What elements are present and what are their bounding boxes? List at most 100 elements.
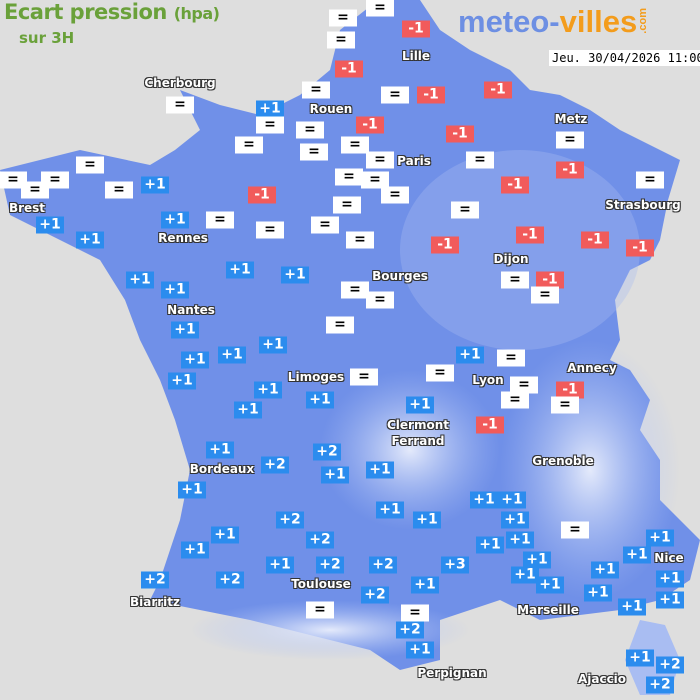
pressure-marker[interactable]: +2 (369, 556, 397, 574)
pressure-marker[interactable]: -1 (556, 381, 584, 399)
pressure-marker[interactable]: -1 (402, 20, 430, 38)
pressure-marker[interactable]: +1 (501, 511, 529, 529)
pressure-marker[interactable]: +1 (226, 261, 254, 279)
pressure-marker[interactable]: = (531, 286, 559, 304)
pressure-marker[interactable]: +1 (470, 491, 498, 509)
pressure-marker[interactable]: +1 (171, 321, 199, 339)
pressure-marker[interactable]: +2 (656, 656, 684, 674)
pressure-marker[interactable]: = (556, 131, 584, 149)
pressure-marker[interactable]: +1 (366, 461, 394, 479)
pressure-marker[interactable]: +1 (168, 372, 196, 390)
pressure-marker[interactable]: +1 (618, 598, 646, 616)
pressure-marker[interactable]: = (327, 31, 355, 49)
pressure-marker[interactable]: -1 (516, 226, 544, 244)
pressure-marker[interactable]: = (300, 143, 328, 161)
pressure-marker[interactable]: +1 (591, 561, 619, 579)
pressure-marker[interactable]: = (466, 151, 494, 169)
pressure-marker[interactable]: +1 (254, 381, 282, 399)
pressure-marker[interactable]: = (296, 121, 324, 139)
pressure-marker[interactable]: +2 (396, 621, 424, 639)
pressure-marker[interactable]: -1 (356, 116, 384, 134)
pressure-marker[interactable]: +1 (306, 391, 334, 409)
pressure-marker[interactable]: = (561, 521, 589, 539)
pressure-marker[interactable]: = (381, 86, 409, 104)
pressure-marker[interactable]: +1 (161, 281, 189, 299)
pressure-marker[interactable]: = (551, 396, 579, 414)
pressure-marker[interactable]: = (501, 271, 529, 289)
pressure-marker[interactable]: +1 (321, 466, 349, 484)
pressure-marker[interactable]: +2 (216, 571, 244, 589)
pressure-marker[interactable]: -1 (417, 86, 445, 104)
pressure-marker[interactable]: = (335, 168, 363, 186)
pressure-marker[interactable]: = (366, 151, 394, 169)
pressure-marker[interactable]: +1 (161, 211, 189, 229)
pressure-marker[interactable]: +1 (406, 641, 434, 659)
pressure-marker[interactable]: +1 (523, 551, 551, 569)
pressure-marker[interactable]: -1 (501, 176, 529, 194)
pressure-marker[interactable]: = (366, 291, 394, 309)
pressure-marker[interactable]: +1 (266, 556, 294, 574)
pressure-marker[interactable]: +1 (76, 231, 104, 249)
pressure-marker[interactable]: +1 (411, 576, 439, 594)
pressure-marker[interactable]: = (235, 136, 263, 154)
pressure-marker[interactable]: +1 (206, 441, 234, 459)
pressure-marker[interactable]: = (333, 196, 361, 214)
pressure-marker[interactable]: = (311, 216, 339, 234)
pressure-marker[interactable]: +1 (656, 570, 684, 588)
pressure-marker[interactable]: = (341, 136, 369, 154)
pressure-marker[interactable]: +1 (511, 566, 539, 584)
pressure-marker[interactable]: = (636, 171, 664, 189)
pressure-marker[interactable]: = (366, 0, 394, 17)
pressure-marker[interactable]: +1 (456, 346, 484, 364)
pressure-marker[interactable]: +1 (178, 481, 206, 499)
pressure-marker[interactable]: +1 (406, 396, 434, 414)
pressure-marker[interactable]: = (21, 181, 49, 199)
pressure-marker[interactable]: = (256, 221, 284, 239)
pressure-marker[interactable]: +1 (498, 491, 526, 509)
pressure-marker[interactable]: +1 (36, 216, 64, 234)
pressure-marker[interactable]: = (256, 116, 284, 134)
pressure-marker[interactable]: +2 (646, 676, 674, 694)
pressure-marker[interactable]: -1 (335, 60, 363, 78)
pressure-marker[interactable]: +1 (376, 501, 404, 519)
pressure-marker[interactable]: +1 (476, 536, 504, 554)
pressure-marker[interactable]: -1 (536, 271, 564, 289)
pressure-marker[interactable]: +1 (413, 511, 441, 529)
pressure-marker[interactable]: +2 (276, 511, 304, 529)
pressure-marker[interactable]: +1 (218, 346, 246, 364)
pressure-marker[interactable]: +1 (536, 576, 564, 594)
pressure-marker[interactable]: +1 (259, 336, 287, 354)
pressure-marker[interactable]: = (329, 9, 357, 27)
pressure-marker[interactable]: +1 (656, 591, 684, 609)
pressure-marker[interactable]: = (381, 186, 409, 204)
pressure-marker[interactable]: +1 (256, 100, 284, 118)
pressure-marker[interactable]: -1 (431, 236, 459, 254)
pressure-marker[interactable]: = (426, 364, 454, 382)
pressure-marker[interactable]: +1 (234, 401, 262, 419)
pressure-marker[interactable]: +2 (141, 571, 169, 589)
pressure-marker[interactable]: +1 (181, 541, 209, 559)
pressure-marker[interactable]: -1 (446, 125, 474, 143)
meteo-villes-logo[interactable]: meteo-villes .com (458, 4, 649, 40)
pressure-marker[interactable]: +2 (306, 531, 334, 549)
pressure-marker[interactable]: = (346, 231, 374, 249)
pressure-marker[interactable]: +2 (261, 456, 289, 474)
pressure-marker[interactable]: -1 (476, 416, 504, 434)
pressure-marker[interactable]: = (361, 171, 389, 189)
pressure-marker[interactable]: +1 (281, 266, 309, 284)
pressure-marker[interactable]: = (306, 601, 334, 619)
pressure-marker[interactable]: = (166, 96, 194, 114)
pressure-marker[interactable]: +1 (181, 351, 209, 369)
pressure-marker[interactable]: +1 (506, 531, 534, 549)
pressure-marker[interactable]: +2 (313, 443, 341, 461)
pressure-marker[interactable]: = (302, 81, 330, 99)
pressure-marker[interactable]: +1 (623, 546, 651, 564)
pressure-marker[interactable]: = (401, 604, 429, 622)
pressure-marker[interactable]: +1 (626, 649, 654, 667)
pressure-marker[interactable]: -1 (581, 231, 609, 249)
pressure-marker[interactable]: +2 (361, 586, 389, 604)
pressure-marker[interactable]: = (497, 349, 525, 367)
pressure-marker[interactable]: +1 (211, 526, 239, 544)
pressure-marker[interactable]: = (451, 201, 479, 219)
pressure-marker[interactable]: = (501, 391, 529, 409)
